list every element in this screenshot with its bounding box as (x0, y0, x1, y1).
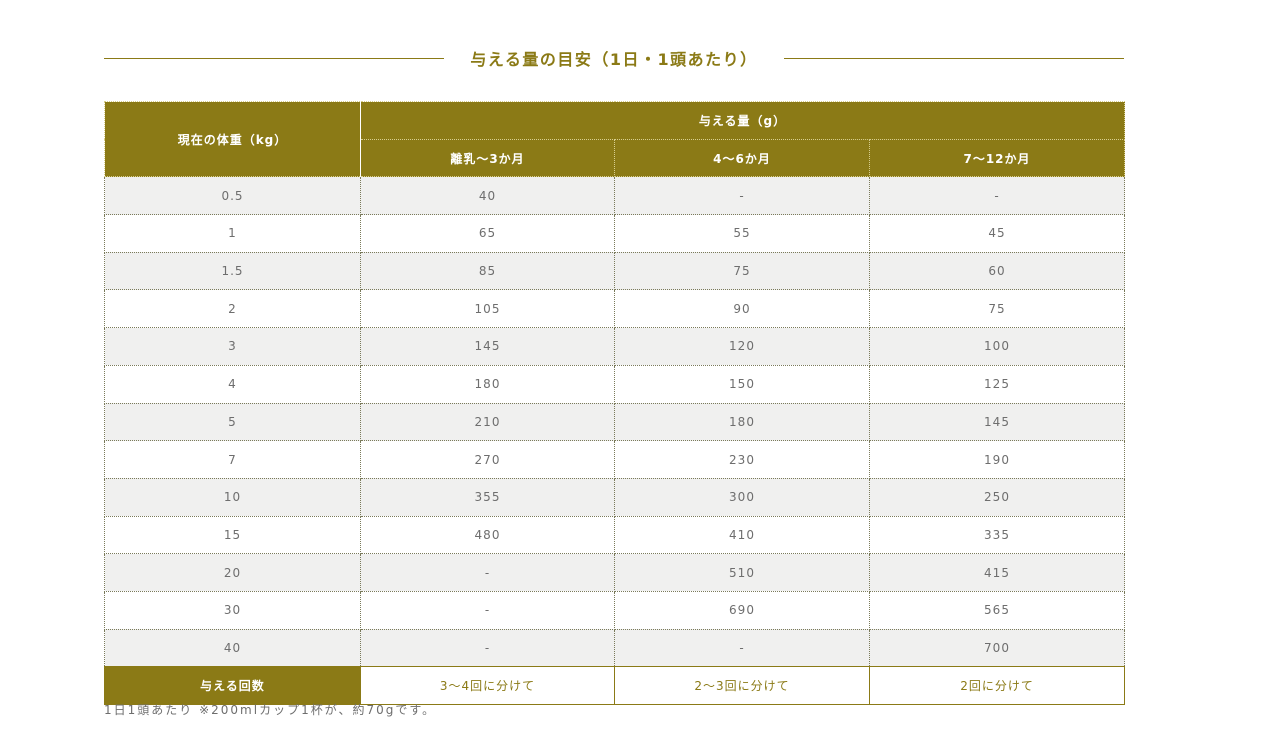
amount-cell: 565 (868, 590, 1126, 630)
weight-cell: 7 (104, 440, 361, 479)
amount-cell: - (868, 176, 1126, 216)
amount-cell: 150 (614, 364, 870, 404)
weight-cell: 20 (104, 553, 361, 592)
amount-cell: 415 (868, 553, 1126, 592)
amount-cell: 300 (614, 477, 870, 517)
table-row: 1.5 85 75 60 (104, 251, 1126, 291)
amount-cell: 250 (868, 477, 1126, 517)
amount-cell: 90 (614, 289, 870, 329)
amount-cell: 145 (360, 327, 615, 366)
amount-cell: 145 (868, 402, 1126, 442)
title-right-rule (783, 57, 1124, 59)
weight-cell: 40 (104, 628, 361, 668)
amount-cell: 125 (868, 364, 1126, 404)
amount-cell: 40 (360, 176, 615, 216)
table-row: 5 210 180 145 (104, 402, 1126, 442)
amount-cell: 105 (360, 289, 615, 329)
weight-cell: 2 (104, 289, 361, 329)
table-row: 10 355 300 250 (104, 477, 1126, 517)
table-row: 30-690 565 (104, 590, 1126, 630)
amount-cell: 55 (614, 214, 870, 253)
weight-cell: 4 (104, 364, 361, 404)
title-left-rule (104, 57, 444, 59)
amount-cell: - (360, 553, 615, 592)
amount-cell: 335 (868, 515, 1126, 555)
section-title-row: 与える量の目安（1日・1頭あたり） (104, 40, 1124, 76)
amount-cell: 480 (360, 515, 615, 555)
table-row: 20-510 415 (104, 553, 1126, 592)
amount-group-header: 与える量（g） (359, 101, 1126, 140)
weight-cell: 15 (104, 515, 361, 555)
feeding-times-cell: 2回に分けて (868, 666, 1126, 705)
amount-cell: 410 (614, 515, 870, 555)
age-header-weaning: 離乳〜3か月 (360, 138, 615, 178)
feeding-times-row: 与える回数 3〜4回に分けて 2〜3回に分けて 2回に分けて (104, 666, 1126, 705)
amount-cell: 75 (868, 289, 1126, 329)
footnote: 1日1頭あたり ※200mlカップ1杯が、約70gです。 (104, 703, 437, 717)
feeding-amount-table: 現在の体重（kg） 与える量（g） 離乳〜3か月 4〜6か月 7〜12か月 0.… (104, 100, 1126, 705)
amount-cell: 230 (614, 440, 870, 479)
age-header-7-12-months: 7〜12か月 (868, 138, 1126, 178)
amount-cell: 100 (868, 327, 1126, 366)
amount-cell: - (614, 628, 870, 668)
amount-cell: 75 (614, 251, 870, 291)
amount-cell: 355 (360, 477, 615, 517)
table-row: 4 180 150 125 (104, 364, 1126, 404)
amount-cell: 190 (868, 440, 1126, 479)
table-row: 7 270 230 190 (104, 440, 1126, 479)
table-row: 1 65 55 45 (104, 214, 1126, 253)
amount-cell: 510 (614, 553, 870, 592)
table-row: 2 105 90 75 (104, 289, 1126, 329)
weight-cell: 3 (104, 327, 361, 366)
feeding-times-cell: 3〜4回に分けて (360, 666, 615, 705)
table-row: 3 145 120 100 (104, 327, 1126, 366)
weight-column-header: 現在の体重（kg） (104, 100, 361, 178)
amount-cell: - (614, 176, 870, 216)
weight-cell: 5 (104, 402, 361, 442)
amount-cell: 210 (360, 402, 615, 442)
section-title: 与える量の目安（1日・1頭あたり） (470, 50, 758, 69)
table-row: 0.5 40- - (104, 176, 1126, 216)
amount-cell: - (360, 590, 615, 630)
weight-cell: 1 (104, 214, 361, 253)
weight-cell: 30 (104, 590, 361, 630)
amount-cell: 270 (360, 440, 615, 479)
feeding-times-cell: 2〜3回に分けて (614, 666, 870, 705)
amount-cell: 120 (614, 327, 870, 366)
amount-cell: - (360, 628, 615, 668)
amount-cell: 60 (868, 251, 1126, 291)
age-header-4-6-months: 4〜6か月 (614, 138, 870, 178)
table-row: 15 480 410 335 (104, 515, 1126, 555)
amount-cell: 700 (868, 628, 1126, 668)
table-body: 0.5 40- -1 65 55 45 1.5 85 75 60 2 105 90 75 3 145 120 10… (104, 176, 1126, 668)
table-row: 40- -700 (104, 628, 1126, 668)
weight-cell: 10 (104, 477, 361, 517)
amount-cell: 45 (868, 214, 1126, 253)
amount-cell: 180 (614, 402, 870, 442)
amount-cell: 85 (360, 251, 615, 291)
feeding-times-header: 与える回数 (104, 666, 361, 705)
weight-cell: 1.5 (104, 251, 361, 291)
amount-cell: 690 (614, 590, 870, 630)
amount-cell: 180 (360, 364, 615, 404)
weight-cell: 0.5 (104, 176, 361, 216)
amount-cell: 65 (360, 214, 615, 253)
